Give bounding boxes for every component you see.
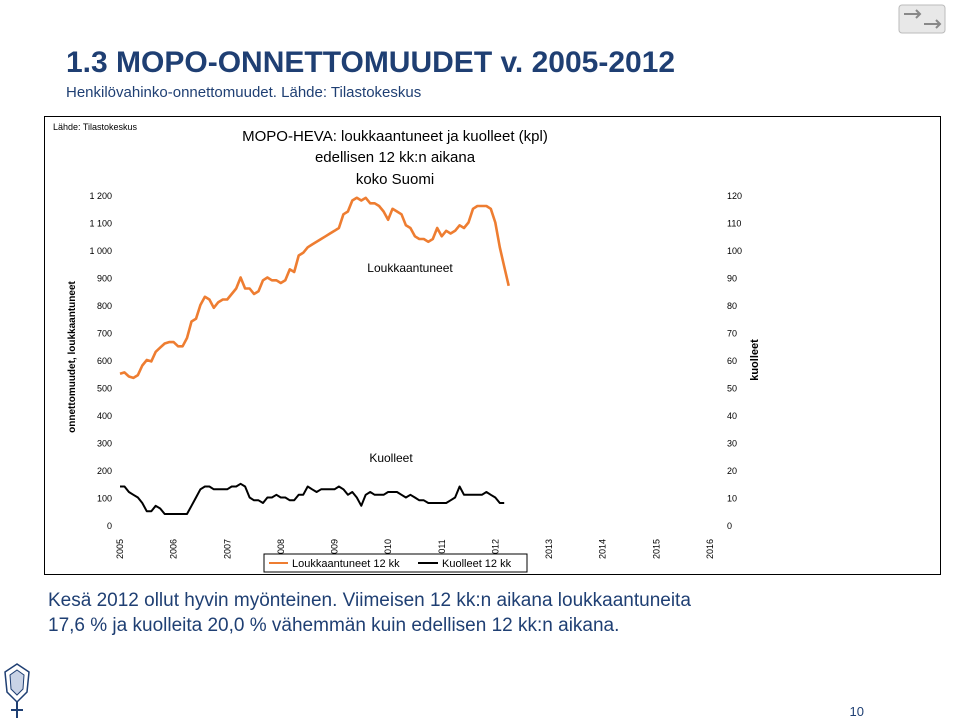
y-tick-label: 300 bbox=[97, 439, 112, 449]
chart-frame: Lähde: Tilastokeskus MOPO-HEVA: loukkaan… bbox=[44, 116, 941, 575]
x-tick-label: 2006 bbox=[169, 539, 179, 559]
footnote-line-1: Kesä 2012 ollut hyvin myönteinen. Viimei… bbox=[48, 590, 691, 611]
y2-tick-label: 80 bbox=[727, 301, 737, 311]
y-tick-label: 200 bbox=[97, 466, 112, 476]
y2-tick-label: 110 bbox=[727, 219, 741, 229]
y2-tick-label: 30 bbox=[727, 439, 737, 449]
y-tick-label: 600 bbox=[97, 356, 112, 366]
page-number: 10 bbox=[849, 704, 864, 719]
y2-tick-label: 10 bbox=[727, 494, 737, 504]
legend: Loukkaantuneet 12 kk Kuolleet 12 kk bbox=[263, 553, 528, 573]
chart-source-label: Lähde: Tilastokeskus bbox=[53, 122, 138, 132]
y2-tick-label: 20 bbox=[727, 466, 737, 476]
chart-title-line-2: edellisen 12 kk:n aikana bbox=[315, 149, 476, 166]
series-line-loukkaantuneet bbox=[119, 196, 510, 380]
x-tick-label: 2005 bbox=[115, 539, 125, 559]
page-subtitle: Henkilövahinko-onnettomuudet. Lähde: Til… bbox=[66, 84, 422, 101]
arrows-icon bbox=[898, 4, 946, 34]
y-tick-label: 900 bbox=[97, 274, 112, 284]
legend-box bbox=[263, 553, 528, 573]
x-tick-label: 2016 bbox=[705, 539, 715, 559]
y2-tick-labels: 0 10 20 30 40 50 60 70 80 90 100 110 120 bbox=[727, 191, 742, 531]
series-lines bbox=[119, 196, 510, 515]
y-tick-label: 400 bbox=[97, 411, 112, 421]
y2-tick-label: 120 bbox=[727, 191, 742, 201]
y-tick-label: 1 200 bbox=[89, 191, 112, 201]
page-title: 1.3 MOPO-ONNETTOMUUDET v. 2005-2012 bbox=[66, 46, 676, 79]
x-tick-label: 2014 bbox=[598, 539, 608, 559]
y2-tick-label: 90 bbox=[727, 274, 737, 284]
legend-label-kuolleet: Kuolleet 12 kk bbox=[442, 558, 512, 570]
y-axis-label: onnettomuudet, loukkaantuneet bbox=[67, 280, 78, 432]
legend-label-loukkaantuneet: Loukkaantuneet 12 kk bbox=[292, 558, 400, 570]
police-emblem-icon bbox=[4, 663, 30, 718]
y-tick-label: 800 bbox=[97, 301, 112, 311]
footnote-line-2: 17,6 % ja kuolleita 20,0 % vähemmän kuin… bbox=[48, 615, 620, 636]
annotation-loukkaantuneet: Loukkaantuneet bbox=[367, 261, 453, 275]
y2-tick-label: 50 bbox=[727, 384, 737, 394]
x-tick-label: 2015 bbox=[651, 539, 661, 559]
y-tick-label: 1 100 bbox=[89, 219, 112, 229]
y-tick-label: 1 000 bbox=[89, 246, 112, 256]
x-tick-label: 2009 bbox=[330, 539, 340, 559]
y-tick-label: 700 bbox=[97, 329, 112, 339]
y2-tick-label: 70 bbox=[727, 329, 737, 339]
x-tick-label: 2013 bbox=[544, 539, 554, 559]
x-tick-label: 2012 bbox=[490, 539, 500, 559]
x-tick-label: 2011 bbox=[437, 539, 447, 558]
y2-tick-label: 40 bbox=[727, 411, 737, 421]
chart-title-line-1: MOPO-HEVA: loukkaantuneet ja kuolleet (k… bbox=[242, 128, 548, 145]
y-tick-label: 0 bbox=[107, 521, 112, 531]
x-tick-label: 2007 bbox=[222, 539, 232, 559]
y-tick-label: 500 bbox=[97, 384, 112, 394]
series-line-kuolleet bbox=[120, 482, 505, 515]
x-tick-labels: 2005 2006 2007 2008 2009 2010 2011 2012 2013 2014… bbox=[115, 539, 715, 559]
chart-svg: Lähde: Tilastokeskus MOPO-HEVA: loukkaan… bbox=[53, 122, 761, 573]
x-tick-label: 2008 bbox=[276, 539, 286, 559]
y2-axis-label: kuolleet bbox=[749, 339, 761, 381]
chart-title-line-3: koko Suomi bbox=[356, 171, 434, 188]
y-tick-label: 100 bbox=[97, 494, 112, 504]
y2-tick-label: 60 bbox=[727, 356, 737, 366]
annotation-kuolleet: Kuolleet bbox=[369, 451, 413, 465]
y2-tick-label: 100 bbox=[727, 246, 742, 256]
y2-tick-label: 0 bbox=[727, 521, 732, 531]
footnote: Kesä 2012 ollut hyvin myönteinen. Viimei… bbox=[48, 588, 908, 638]
x-tick-label: 2010 bbox=[383, 539, 393, 559]
y-tick-labels: 0 100 200 300 400 500 600 700 800 900 1 000 1 100 1 … bbox=[89, 191, 112, 531]
